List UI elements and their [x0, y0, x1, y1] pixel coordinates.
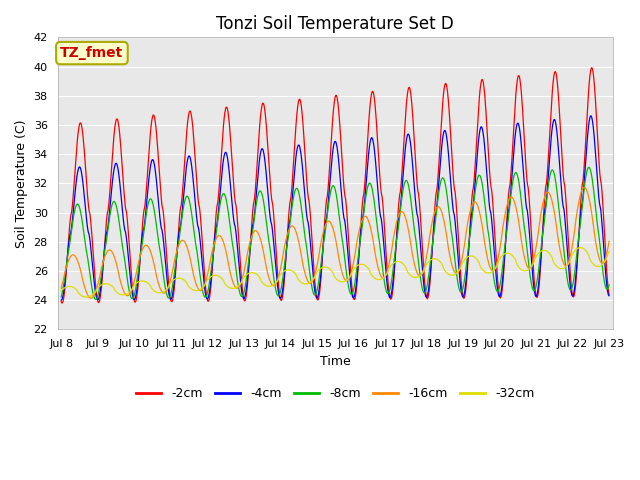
-32cm [83, 294, 90, 300]
-8cm [290, 192, 298, 198]
Line: -8cm: -8cm [61, 168, 609, 300]
-8cm [100, 253, 108, 259]
-32cm [311, 273, 319, 279]
Line: -4cm: -4cm [61, 116, 609, 300]
-8cm [122, 269, 130, 275]
-32cm [122, 291, 130, 297]
-2cm [290, 153, 298, 158]
-8cm [585, 165, 593, 170]
-16cm [301, 272, 309, 277]
-32cm [290, 269, 298, 275]
-8cm [369, 192, 377, 198]
-4cm [122, 231, 130, 237]
-8cm [605, 282, 613, 288]
-4cm [100, 256, 108, 262]
-2cm [301, 156, 309, 162]
-16cm [369, 239, 377, 244]
-2cm [605, 291, 613, 297]
-2cm [58, 299, 65, 304]
-32cm [605, 249, 613, 254]
-32cm [369, 274, 377, 280]
-8cm [301, 237, 309, 242]
Line: -16cm: -16cm [61, 187, 609, 298]
-4cm [587, 113, 595, 119]
-4cm [605, 293, 613, 299]
-16cm [311, 270, 319, 276]
-4cm [58, 297, 65, 303]
-16cm [100, 256, 108, 262]
X-axis label: Time: Time [320, 355, 351, 368]
-32cm [58, 288, 65, 293]
-8cm [58, 294, 65, 300]
-8cm [311, 292, 319, 298]
-16cm [290, 224, 298, 230]
-8cm [92, 297, 99, 302]
-4cm [301, 194, 309, 200]
-4cm [290, 179, 298, 184]
-4cm [311, 288, 319, 294]
-16cm [122, 292, 130, 298]
-2cm [100, 252, 108, 258]
-16cm [605, 239, 613, 244]
-32cm [577, 245, 584, 251]
-4cm [369, 137, 377, 143]
Text: TZ_fmet: TZ_fmet [60, 46, 124, 60]
-16cm [58, 285, 65, 291]
Y-axis label: Soil Temperature (C): Soil Temperature (C) [15, 119, 28, 248]
-2cm [122, 208, 130, 214]
-32cm [301, 281, 309, 287]
-2cm [58, 300, 66, 306]
-2cm [311, 283, 319, 288]
-16cm [87, 295, 95, 301]
-16cm [580, 184, 588, 190]
-2cm [369, 90, 377, 96]
Legend: -2cm, -4cm, -8cm, -16cm, -32cm: -2cm, -4cm, -8cm, -16cm, -32cm [131, 382, 540, 405]
Title: Tonzi Soil Temperature Set D: Tonzi Soil Temperature Set D [216, 15, 454, 33]
-2cm [588, 65, 596, 71]
Line: -2cm: -2cm [61, 68, 609, 303]
Line: -32cm: -32cm [61, 248, 609, 297]
-32cm [100, 281, 108, 287]
